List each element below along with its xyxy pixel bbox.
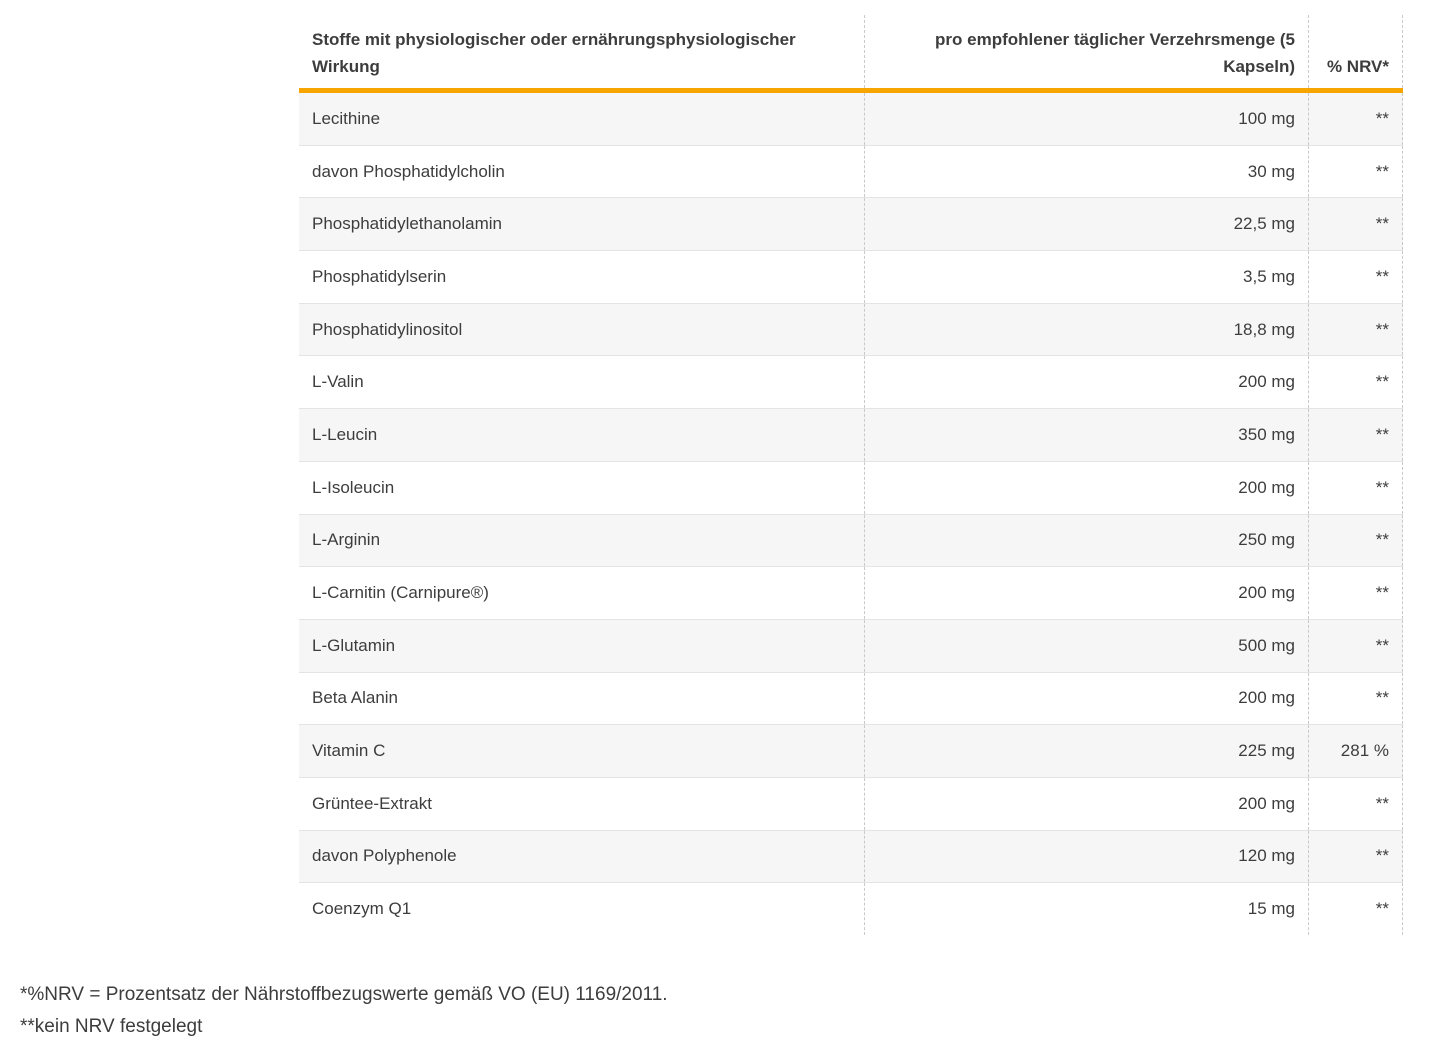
- table-row: Vitamin C 225 mg 281 %: [299, 724, 1403, 777]
- amount-cell: 200 mg: [864, 461, 1308, 514]
- nrv-cell: **: [1308, 303, 1403, 356]
- amount-cell: 200 mg: [864, 672, 1308, 725]
- table-row: L-Valin 200 mg **: [299, 355, 1403, 409]
- substance-name-cell: L-Arginin: [312, 530, 381, 550]
- table-row: davon Polyphenole 120 mg **: [299, 829, 1403, 883]
- table-row: L-Arginin 250 mg **: [299, 513, 1403, 567]
- table-row: Phosphatidylethanolamin 22,5 mg **: [299, 197, 1403, 251]
- amount-cell: 22,5 mg: [864, 198, 1308, 251]
- table-row: L-Glutamin 500 mg **: [299, 618, 1403, 672]
- substance-name-cell: Phosphatidylethanolamin: [312, 214, 502, 234]
- nrv-cell: **: [1308, 777, 1403, 830]
- nrv-cell: **: [1308, 93, 1403, 145]
- footnote-no-nrv: **kein NRV festgelegt: [20, 1016, 203, 1037]
- footnotes: *%NRV = Prozentsatz der Nährstoffbezugsw…: [20, 979, 668, 1043]
- table-row: Lecithine 100 mg **: [299, 93, 1403, 145]
- nrv-cell: **: [1308, 830, 1403, 883]
- table-row: L-Leucin 350 mg **: [299, 408, 1403, 461]
- table-row: Coenzym Q1 15 mg **: [299, 882, 1403, 935]
- substance-name-cell: L-Leucin: [312, 424, 378, 444]
- amount-cell: 15 mg: [864, 883, 1308, 935]
- amount-cell: 100 mg: [864, 93, 1308, 145]
- nrv-cell: **: [1308, 409, 1403, 461]
- table-row: Beta Alanin 200 mg **: [299, 671, 1403, 725]
- nrv-cell: **: [1308, 461, 1403, 514]
- nrv-cell: **: [1308, 251, 1403, 303]
- table-row: Phosphatidylinositol 18,8 mg **: [299, 302, 1403, 356]
- table-row: Grüntee-Extrakt 200 mg **: [299, 776, 1403, 830]
- nrv-cell: **: [1308, 514, 1403, 567]
- substance-name-cell: L-Isoleucin: [312, 477, 395, 497]
- table-row: L-Isoleucin 200 mg **: [299, 460, 1403, 514]
- amount-cell: 3,5 mg: [864, 251, 1308, 303]
- amount-cell: 350 mg: [864, 409, 1308, 461]
- nrv-cell: **: [1308, 619, 1403, 672]
- substance-name-cell: Vitamin C: [312, 741, 386, 761]
- amount-cell: 30 mg: [864, 145, 1308, 198]
- substance-name-cell: L-Valin: [312, 372, 364, 392]
- table-body: Lecithine 100 mg ** davon Phosphatidylch…: [299, 93, 1403, 935]
- footnote-nrv-definition: *%NRV = Prozentsatz der Nährstoffbezugsw…: [20, 984, 668, 1005]
- table-header: Stoffe mit physiologischer oder ernährun…: [299, 15, 1403, 93]
- substance-name-cell: davon Phosphatidylcholin: [312, 161, 505, 181]
- table-row: davon Phosphatidylcholin 30 mg **: [299, 144, 1403, 198]
- nrv-cell: **: [1308, 672, 1403, 725]
- nrv-cell: **: [1308, 198, 1403, 251]
- header-substances: Stoffe mit physiologischer oder ernährun…: [312, 30, 796, 76]
- substance-name-cell: Beta Alanin: [312, 688, 399, 708]
- substance-name-cell: Phosphatidylinositol: [312, 319, 463, 339]
- nrv-cell: **: [1308, 883, 1403, 935]
- amount-cell: 18,8 mg: [864, 303, 1308, 356]
- table-row: Phosphatidylserin 3,5 mg **: [299, 250, 1403, 303]
- header-amount: pro empfohlener täglicher Verzehrsmenge …: [864, 15, 1308, 88]
- substance-name-cell: Coenzym Q1: [312, 899, 412, 919]
- nrv-cell: **: [1308, 567, 1403, 619]
- substance-name-cell: Phosphatidylserin: [312, 266, 447, 286]
- nrv-cell: 281 %: [1308, 725, 1403, 777]
- amount-cell: 200 mg: [864, 777, 1308, 830]
- substance-name-cell: L-Carnitin (Carnipure®): [312, 583, 489, 603]
- nrv-cell: **: [1308, 145, 1403, 198]
- substance-name-cell: Lecithine: [312, 108, 381, 128]
- amount-cell: 120 mg: [864, 830, 1308, 883]
- table-row: L-Carnitin (Carnipure®) 200 mg **: [299, 566, 1403, 619]
- substance-name-cell: davon Polyphenole: [312, 846, 457, 866]
- header-nrv: % NRV*: [1308, 15, 1403, 88]
- nutrition-table: Stoffe mit physiologischer oder ernährun…: [299, 15, 1403, 935]
- substance-name-cell: L-Glutamin: [312, 635, 396, 655]
- substance-name-cell: Grüntee-Extrakt: [312, 793, 432, 813]
- amount-cell: 200 mg: [864, 567, 1308, 619]
- amount-cell: 200 mg: [864, 356, 1308, 409]
- amount-cell: 250 mg: [864, 514, 1308, 567]
- nrv-cell: **: [1308, 356, 1403, 409]
- amount-cell: 500 mg: [864, 619, 1308, 672]
- amount-cell: 225 mg: [864, 725, 1308, 777]
